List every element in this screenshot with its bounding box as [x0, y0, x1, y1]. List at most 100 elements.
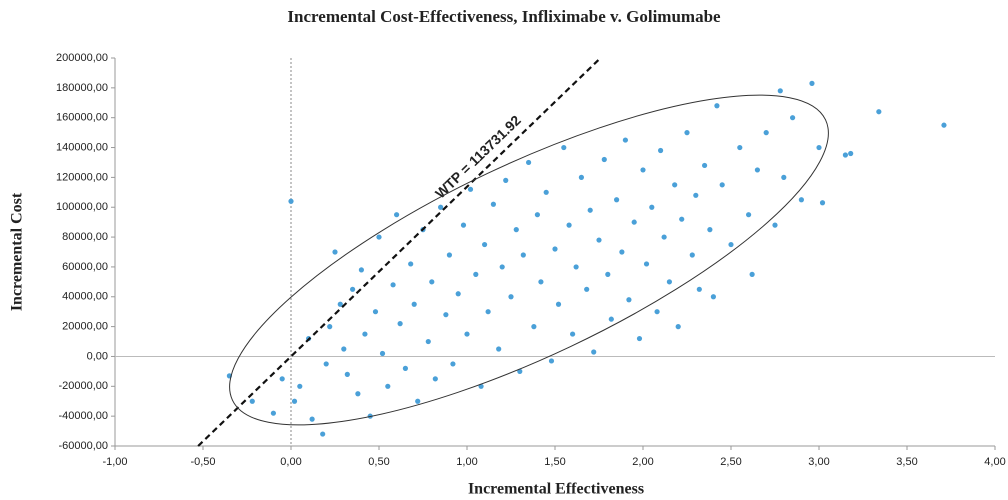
- y-tick-label: 120000,00: [56, 171, 108, 183]
- y-tick-label: 100000,00: [56, 201, 108, 213]
- chart-title: Incremental Cost-Effectiveness, Inflixim…: [287, 7, 721, 26]
- point: [622, 137, 629, 143]
- point: [455, 291, 461, 297]
- point: [573, 264, 579, 270]
- x-tick-label: 0,00: [280, 456, 301, 468]
- point: [249, 398, 255, 404]
- point: [327, 324, 333, 330]
- point: [503, 177, 509, 183]
- point: [548, 358, 555, 364]
- point: [714, 103, 720, 109]
- point: [710, 294, 717, 300]
- point: [350, 286, 356, 292]
- point: [584, 286, 590, 292]
- x-tick-label: -1,00: [102, 456, 127, 468]
- point: [754, 167, 761, 173]
- point: [619, 249, 625, 255]
- point: [570, 331, 576, 337]
- x-tick-label: 1,50: [544, 456, 565, 468]
- point: [654, 309, 660, 315]
- y-tick-label: 200000,00: [56, 52, 108, 64]
- x-tick-label: 3,50: [896, 456, 917, 468]
- point: [490, 201, 496, 207]
- x-axis-title: Incremental Effectiveness: [468, 481, 644, 498]
- y-axis-title: Incremental Cost: [9, 192, 26, 311]
- point: [737, 144, 743, 151]
- point: [379, 350, 386, 357]
- point: [288, 198, 294, 204]
- point: [291, 398, 298, 404]
- point: [666, 279, 673, 285]
- point: [464, 331, 470, 337]
- x-tick-label: -0,50: [190, 456, 215, 468]
- point: [376, 234, 382, 240]
- point: [658, 147, 664, 154]
- point: [320, 431, 326, 437]
- point: [358, 267, 364, 273]
- x-tick-label: 2,00: [632, 456, 653, 468]
- point: [777, 88, 783, 94]
- point: [534, 212, 541, 218]
- point: [425, 338, 431, 345]
- point: [728, 241, 734, 248]
- y-tick-label: 180000,00: [56, 82, 108, 94]
- point: [508, 294, 514, 300]
- point: [297, 383, 303, 389]
- point: [790, 115, 796, 121]
- x-tick-label: 3,00: [808, 456, 829, 468]
- point: [402, 365, 408, 371]
- point: [746, 212, 752, 218]
- point: [819, 200, 826, 206]
- point: [636, 335, 643, 342]
- y-tick-label: -20000,00: [58, 380, 108, 392]
- point: [876, 109, 882, 115]
- point: [362, 331, 368, 337]
- point: [608, 316, 614, 322]
- wtp-label: WTP = 113731.92: [432, 112, 524, 202]
- point: [763, 130, 769, 136]
- point: [270, 410, 276, 416]
- point: [411, 301, 417, 307]
- x-tick-label: 1,00: [456, 456, 477, 468]
- point: [555, 301, 562, 307]
- point: [842, 152, 849, 158]
- point: [649, 204, 655, 210]
- point: [591, 349, 597, 355]
- point: [626, 297, 632, 303]
- point: [446, 252, 452, 258]
- point: [460, 222, 467, 228]
- point: [941, 122, 947, 128]
- point: [438, 204, 444, 210]
- point: [496, 346, 502, 352]
- point: [707, 227, 713, 233]
- x-tick-label: 0,50: [368, 456, 389, 468]
- point: [538, 279, 544, 285]
- y-tick-label: -60000,00: [58, 440, 108, 452]
- point: [689, 252, 695, 258]
- point: [848, 150, 854, 157]
- point: [643, 261, 650, 267]
- point: [513, 227, 519, 233]
- point: [605, 271, 611, 277]
- point: [531, 324, 537, 330]
- point: [415, 398, 421, 404]
- y-tick-label: 20000,00: [62, 321, 108, 333]
- point: [499, 264, 505, 270]
- point: [693, 192, 699, 198]
- point: [772, 222, 778, 228]
- point: [543, 189, 549, 195]
- point: [473, 271, 479, 277]
- wtp-line: [197, 57, 602, 447]
- point: [432, 376, 438, 382]
- point: [397, 321, 403, 327]
- y-tick-label: 140000,00: [56, 141, 108, 153]
- point: [566, 222, 572, 228]
- point: [614, 197, 620, 203]
- point: [332, 249, 338, 255]
- point: [702, 162, 708, 169]
- point: [520, 252, 526, 258]
- point: [719, 182, 725, 188]
- point: [749, 271, 755, 277]
- y-tick-label: 40000,00: [62, 291, 108, 303]
